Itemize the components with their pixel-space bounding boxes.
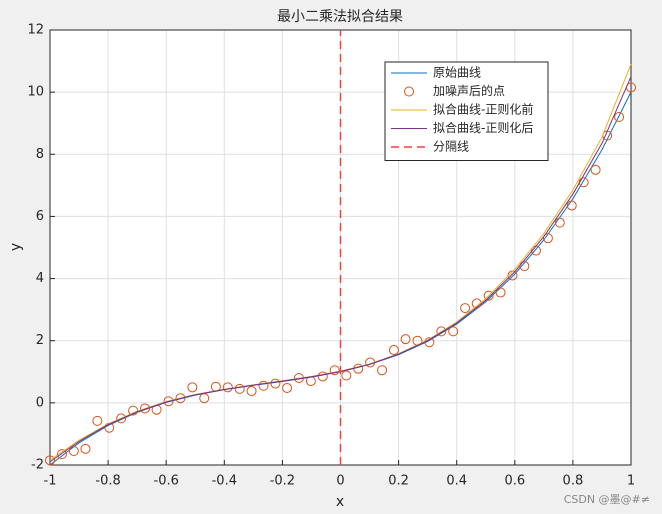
data-point [614,112,625,122]
legend-label: 拟合曲线-正则化后 [433,120,533,135]
data-point [139,403,150,414]
x-tick-label: 0.8 [563,474,584,489]
data-point [246,386,257,397]
x-tick-label: 0.4 [446,474,467,489]
data-point [270,378,281,389]
data-point [92,415,103,426]
x-tick-label: -0.2 [270,474,295,489]
legend-marker [404,86,414,97]
y-tick-label: 0 [36,395,44,410]
y-tick-label: 6 [36,209,44,224]
y-tick-label: 2 [36,333,44,348]
y-tick-label: -2 [31,458,44,473]
x-axis-label: x [336,494,344,510]
x-tick-label: 0.6 [504,474,525,489]
data-point [377,365,388,376]
watermark: CSDN @墨@#≠ [564,493,650,506]
data-point [282,382,293,393]
data-point [483,290,494,301]
data-point [45,455,55,466]
data-point [258,380,269,391]
data-point [329,365,340,376]
legend-label: 原始曲线 [433,66,481,80]
x-tick-label: -1 [44,474,57,489]
data-point [163,396,174,407]
data-point [317,371,328,382]
legend-box [384,61,549,161]
data-point [175,393,186,404]
data-point [199,393,210,404]
data-point [80,443,91,454]
x-tick-label: -0.6 [154,474,179,489]
x-tick-label: 0.2 [388,474,409,489]
data-point [116,413,127,424]
data-point [554,217,565,228]
x-tick-label: -0.8 [95,474,120,489]
x-tick-label: 1 [627,474,635,489]
data-point [187,382,198,393]
data-point [590,164,601,175]
data-point [448,326,459,337]
data-point [460,303,471,314]
legend-label: 分隔线 [433,140,469,154]
data-point [400,334,411,345]
data-point [234,383,245,394]
data-point [495,287,506,298]
y-axis-label: y [8,243,24,251]
y-tick-label: 12 [27,23,44,38]
data-point [542,233,553,244]
data-point [341,370,352,381]
y-tick-label: 8 [36,147,44,162]
data-point [566,200,577,211]
data-point [388,345,399,356]
data-point [68,446,79,457]
y-tick-label: 4 [36,271,44,286]
legend-label: 拟合曲线-正则化前 [433,102,533,117]
data-point [56,449,67,460]
data-point [436,326,447,337]
y-tick-label: 10 [27,85,44,100]
legend-label: 加噪声后的点 [433,83,505,98]
x-tick-label: -0.4 [212,474,237,489]
chart-title: 最小二乘法拟合结果 [277,9,403,25]
data-point [222,382,233,393]
x-tick-label: 0 [336,474,344,489]
